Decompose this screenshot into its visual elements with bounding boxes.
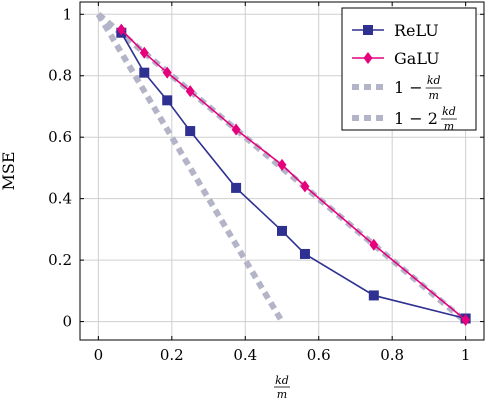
x-axis-label-denominator: m	[277, 388, 287, 401]
ticks: 0 0.2 0.4 0.6 0.8 1 0 0.2 0.4 0.6 0.8 1	[48, 2, 484, 364]
x-axis-label: kd m	[274, 374, 290, 401]
legend-label-0: ReLU	[394, 21, 439, 40]
x-tick-label-2: 0.4	[233, 346, 257, 364]
series-0-point-1	[139, 67, 150, 78]
series-1-point-3	[185, 85, 195, 98]
legend-entry-0: ReLU	[352, 21, 439, 40]
legend-label-1: GaLU	[394, 49, 440, 68]
y-tick-label-3: 0.6	[48, 128, 72, 146]
y-tick-label-0: 0	[62, 313, 72, 331]
x-axis-label-numerator: kd	[275, 374, 289, 387]
series-1-point-8	[461, 314, 471, 327]
x-tick-label-1: 0.2	[160, 346, 184, 364]
x-tick-label-0: 0	[94, 346, 104, 364]
series-1-point-7	[369, 238, 379, 251]
x-tick-label-4: 0.8	[380, 346, 404, 364]
series-layer	[95, 11, 471, 327]
legend-entry-1: GaLU	[352, 49, 440, 68]
legend-marker-0	[363, 25, 373, 35]
series-0-point-5	[277, 225, 287, 236]
y-tick-label-4: 0.8	[48, 67, 72, 85]
series-1-point-6	[300, 180, 310, 193]
series-0-point-2	[162, 95, 173, 106]
y-tick-label-2: 0.4	[48, 190, 72, 208]
y-axis-label: MSE	[0, 151, 18, 190]
series-1-point-2	[162, 66, 172, 79]
legend-marker-1	[363, 52, 373, 64]
series-0-point-4	[231, 182, 242, 193]
series-1-point-0	[116, 23, 126, 36]
series-1-point-4	[231, 123, 241, 136]
x-tick-label-5: 1	[461, 346, 471, 364]
x-tick-label-3: 0.6	[307, 346, 331, 364]
series-3-line	[95, 12, 285, 324]
plot-frame	[79, 1, 485, 341]
series-1	[116, 23, 471, 327]
y-tick-label-1: 0.2	[48, 251, 72, 269]
legend-label-3-numerator: kd	[442, 105, 456, 118]
legend-entry-3: 1 − 2 kd m	[352, 105, 457, 133]
y-tick-label-5: 1	[62, 5, 72, 23]
legend-label-3: 1 − 2	[394, 109, 438, 128]
series-0-point-7	[368, 290, 379, 301]
legend-label-2: 1 −	[394, 78, 423, 97]
legend-label-2-numerator: kd	[427, 74, 441, 87]
series-1-point-5	[277, 158, 287, 171]
legend-entry-2: 1 − kd m	[352, 74, 442, 102]
series-3	[95, 12, 285, 324]
series-0-point-3	[185, 126, 196, 137]
series-1-point-1	[139, 46, 149, 59]
legend-label-3-denominator: m	[444, 120, 454, 133]
legend-label-2-denominator: m	[428, 89, 438, 102]
series-0-point-6	[299, 248, 310, 259]
